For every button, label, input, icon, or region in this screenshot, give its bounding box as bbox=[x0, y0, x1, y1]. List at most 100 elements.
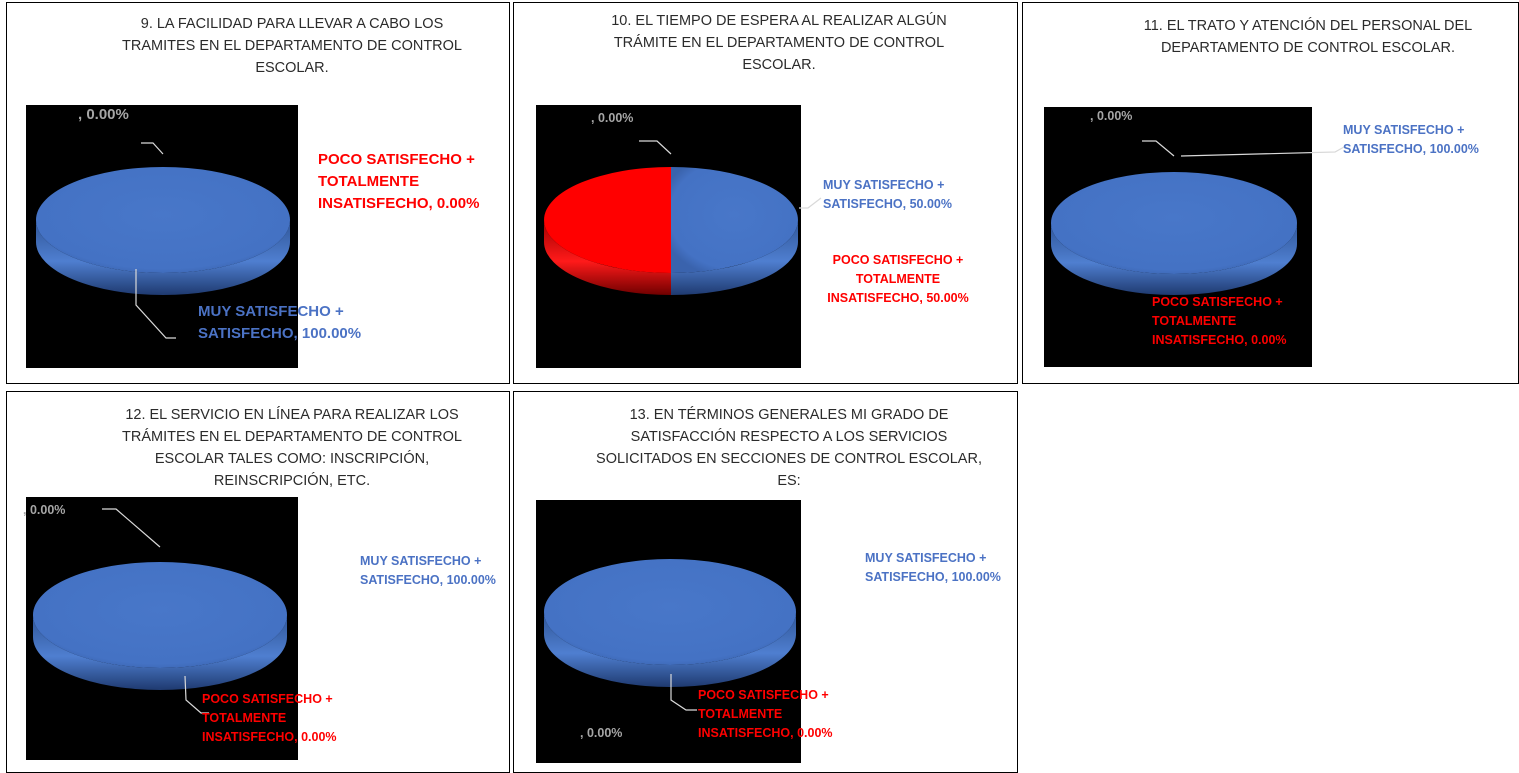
leader-line bbox=[670, 674, 697, 711]
data-label-line: POCO SATISFECHO + bbox=[1152, 295, 1283, 309]
pie-slice-side bbox=[36, 220, 290, 295]
pie-slice bbox=[33, 562, 287, 668]
plot-area bbox=[1044, 107, 1345, 367]
chart-title-line: TRÁMITES EN EL DEPARTAMENTO DE CONTROL bbox=[122, 429, 462, 445]
data-label-line: , 0.00% bbox=[23, 503, 66, 517]
pie-slice-side bbox=[1051, 223, 1297, 295]
chart-title-line: SATISFACCIÓN RESPECTO A LOS SERVICIOS bbox=[630, 429, 948, 445]
data-label: , 0.00% bbox=[591, 109, 633, 127]
data-label: POCO SATISFECHO + TOTALMENTE INSATISFECHO,… bbox=[318, 149, 479, 215]
data-label-line: , 0.00% bbox=[580, 726, 623, 740]
pie-slice bbox=[36, 167, 290, 273]
chart-panel: 9. LA FACILIDAD PARA LLEVAR A CABO LOS TR… bbox=[6, 2, 510, 384]
data-label-line: , 0.00% bbox=[1090, 109, 1133, 123]
chart-title-line: ES: bbox=[777, 473, 801, 489]
data-label-line: INSATISFECHO, 0.00% bbox=[318, 195, 480, 212]
data-label: MUY SATISFECHO + SATISFECHO, 100.00% bbox=[1343, 121, 1479, 159]
chart-title: 10. EL TIEMPO DE ESPERA AL REALIZAR ALGÚ… bbox=[594, 10, 964, 76]
pie-slice-side bbox=[544, 612, 796, 687]
data-label: , 0.00% bbox=[580, 724, 622, 742]
data-label-line: TOTALMENTE bbox=[855, 272, 941, 286]
leader-line bbox=[102, 508, 161, 548]
chart-title: 12. EL SERVICIO EN LÍNEA PARA REALIZAR L… bbox=[107, 404, 477, 492]
pie-chart bbox=[36, 142, 290, 339]
data-label-line: SATISFECHO, 100.00% bbox=[1343, 142, 1479, 156]
chart-panel: 13. EN TÉRMINOS GENERALES MI GRADO DE SAT… bbox=[513, 391, 1018, 773]
data-label: POCO SATISFECHO + TOTALMENTE INSATISFECHO,… bbox=[1152, 293, 1287, 350]
data-label: MUY SATISFECHO + SATISFECHO, 100.00% bbox=[865, 549, 1001, 587]
pie-chart bbox=[544, 559, 796, 711]
plot-area bbox=[536, 500, 801, 763]
data-label-line: TOTALMENTE bbox=[318, 173, 420, 190]
chart-title: 11. EL TRATO Y ATENCIÓN DEL PERSONAL DEL… bbox=[1123, 15, 1493, 59]
data-label-line: SATISFECHO, 100.00% bbox=[360, 573, 496, 587]
data-label: POCO SATISFECHO + TOTALMENTE INSATISFECHO,… bbox=[202, 690, 337, 747]
data-label: , 0.00% bbox=[1090, 107, 1132, 125]
chart-panel: 10. EL TIEMPO DE ESPERA AL REALIZAR ALGÚ… bbox=[513, 2, 1018, 384]
data-label-line: INSATISFECHO, 0.00% bbox=[202, 730, 337, 744]
pie-slice-side bbox=[33, 615, 287, 690]
pie-slice-side bbox=[671, 220, 798, 295]
pie-slice bbox=[544, 167, 671, 273]
data-label-line: TOTALMENTE bbox=[698, 707, 783, 721]
data-label: POCO SATISFECHO + TOTALMENTE INSATISFECHO,… bbox=[698, 686, 833, 743]
pie-slice bbox=[1051, 172, 1297, 274]
leader-line bbox=[1142, 140, 1175, 157]
data-label: , 0.00% bbox=[78, 105, 129, 125]
pie-slice bbox=[671, 167, 798, 273]
chart-title-line: ESCOLAR. bbox=[742, 57, 816, 73]
leader-line bbox=[639, 140, 672, 155]
data-label-line: , 0.00% bbox=[591, 111, 634, 125]
leader-line bbox=[135, 269, 176, 339]
data-label-line: INSATISFECHO, 0.00% bbox=[698, 726, 833, 740]
chart-title-line: 10. EL TIEMPO DE ESPERA AL REALIZAR ALGÚ… bbox=[611, 13, 947, 29]
plot-area bbox=[26, 497, 298, 760]
data-label-line: TOTALMENTE bbox=[1152, 314, 1237, 328]
data-label-line: SATISFECHO, 100.00% bbox=[198, 325, 362, 342]
pie-chart bbox=[1051, 140, 1345, 295]
chart-title-line: ESCOLAR TALES COMO: INSCRIPCIÓN, bbox=[154, 451, 430, 467]
data-label-line: POCO SATISFECHO + bbox=[202, 692, 333, 706]
pie-chart bbox=[33, 508, 287, 714]
data-label-line: MUY SATISFECHO + bbox=[823, 178, 945, 192]
data-label-line: SATISFECHO, 100.00% bbox=[865, 570, 1001, 584]
chart-title-line: 9. LA FACILIDAD PARA LLEVAR A CABO LOS bbox=[140, 16, 444, 32]
leader-line bbox=[141, 142, 164, 155]
leader-line bbox=[799, 197, 822, 209]
data-label-line: INSATISFECHO, 50.00% bbox=[827, 291, 969, 305]
data-label-line: INSATISFECHO, 0.00% bbox=[1152, 333, 1287, 347]
data-label-line: SATISFECHO, 50.00% bbox=[823, 197, 952, 211]
data-label-line: POCO SATISFECHO + bbox=[318, 151, 475, 168]
data-label-line: MUY SATISFECHO + bbox=[865, 551, 987, 565]
chart-title-line: TRÁMITE EN EL DEPARTAMENTO DE CONTROL bbox=[613, 35, 945, 51]
data-label: MUY SATISFECHO + SATISFECHO, 100.00% bbox=[198, 301, 361, 345]
data-label-line: MUY SATISFECHO + bbox=[1343, 123, 1465, 137]
data-label-line: MUY SATISFECHO + bbox=[360, 554, 482, 568]
chart-title: 9. LA FACILIDAD PARA LLEVAR A CABO LOS TR… bbox=[107, 13, 477, 79]
data-label-line: POCO SATISFECHO + bbox=[698, 688, 829, 702]
chart-title-line: 13. EN TÉRMINOS GENERALES MI GRADO DE bbox=[629, 407, 949, 423]
chart-title-line: DEPARTAMENTO DE CONTROL ESCOLAR. bbox=[1160, 40, 1456, 56]
chart-title-line: 12. EL SERVICIO EN LÍNEA PARA REALIZAR L… bbox=[125, 407, 459, 423]
data-label-line: POCO SATISFECHO + bbox=[832, 253, 964, 267]
data-label-line: TOTALMENTE bbox=[202, 711, 287, 725]
data-label-line: , 0.00% bbox=[78, 106, 129, 123]
plot-area bbox=[26, 105, 298, 368]
chart-title-line: SOLICITADOS EN SECCIONES DE CONTROL ESCO… bbox=[596, 451, 982, 467]
chart-title-line: TRAMITES EN EL DEPARTAMENTO DE CONTROL bbox=[122, 38, 462, 54]
chart-title: 13. EN TÉRMINOS GENERALES MI GRADO DE SAT… bbox=[594, 404, 984, 492]
data-label-line: MUY SATISFECHO + bbox=[198, 303, 344, 320]
data-label: MUY SATISFECHO + SATISFECHO, 100.00% bbox=[360, 552, 496, 590]
chart-title-line: ESCOLAR. bbox=[255, 60, 329, 76]
chart-panel: 12. EL SERVICIO EN LÍNEA PARA REALIZAR L… bbox=[6, 391, 510, 773]
pie-slice-side bbox=[544, 220, 671, 295]
data-label: POCO SATISFECHO + TOTALMENTE INSATISFECHO,… bbox=[823, 251, 973, 308]
pie-chart bbox=[544, 140, 822, 295]
chart-title-line: 11. EL TRATO Y ATENCIÓN DEL PERSONAL DEL bbox=[1143, 18, 1473, 34]
plot-area bbox=[536, 105, 822, 368]
data-label: MUY SATISFECHO + SATISFECHO, 50.00% bbox=[823, 176, 952, 214]
data-label: , 0.00% bbox=[23, 501, 65, 519]
leader-line bbox=[1180, 146, 1345, 157]
leader-line bbox=[184, 675, 209, 714]
pie-slice bbox=[544, 559, 796, 665]
